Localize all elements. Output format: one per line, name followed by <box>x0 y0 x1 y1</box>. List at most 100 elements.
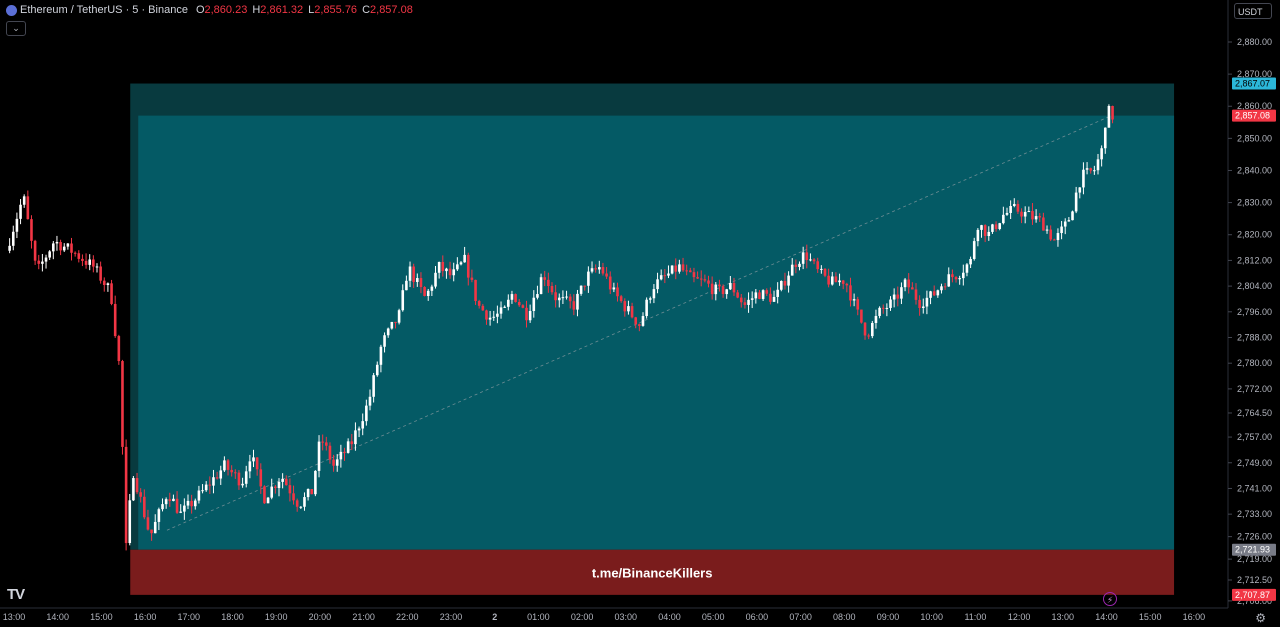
candle-body-172 <box>634 317 638 325</box>
candle-body-296 <box>1085 168 1089 170</box>
candle-body-158 <box>583 285 587 287</box>
candle-body-237 <box>871 322 874 337</box>
candle-body-228 <box>838 280 841 283</box>
candle-body-143 <box>528 311 532 321</box>
candle-body-275 <box>1009 206 1012 213</box>
candle-body-263 <box>965 264 969 273</box>
candle-body-84 <box>314 470 317 495</box>
target-zone-inner <box>138 115 1175 550</box>
candle-body-171 <box>630 306 634 318</box>
ohlc-close: 2,857.08 <box>370 4 413 16</box>
gear-icon[interactable]: ⚙ <box>1255 611 1266 625</box>
y-tick-label-19: 2,719.00 <box>1237 554 1272 564</box>
candle-body-264 <box>969 258 972 265</box>
candle-body-266 <box>976 229 980 242</box>
candle-body-4 <box>22 196 26 205</box>
y-tick-label-7: 2,812.00 <box>1237 255 1272 265</box>
candle-body-217 <box>798 263 801 267</box>
x-tick-label-0: 13:00 <box>3 612 26 622</box>
candle-body-249 <box>914 289 918 300</box>
y-tick-label-2: 2,860.00 <box>1237 101 1272 111</box>
symbol-title[interactable]: Ethereum / TetherUS · 5 · Binance <box>20 4 188 16</box>
candle-body-139 <box>514 294 517 302</box>
x-tick-label-23: 12:00 <box>1008 612 1031 622</box>
candle-body-253 <box>929 291 932 298</box>
candle-body-300 <box>1100 148 1103 160</box>
candle-body-52 <box>197 490 201 501</box>
candle-body-18 <box>73 252 77 254</box>
candle-body-44 <box>168 499 172 502</box>
candle-body-73 <box>274 486 277 488</box>
candle-body-199 <box>732 283 736 293</box>
candle-body-262 <box>962 272 965 279</box>
candle-body-297 <box>1089 168 1093 171</box>
candle-body-176 <box>648 298 652 300</box>
x-tick-label-24: 13:00 <box>1052 612 1075 622</box>
x-tick-label-27: 16:00 <box>1183 612 1206 622</box>
x-tick-label-22: 11:00 <box>964 612 986 622</box>
candle-body-56 <box>212 477 215 486</box>
candle-body-41 <box>157 509 161 522</box>
candle-body-123 <box>456 264 459 270</box>
ohlc-high: 2,861.32 <box>260 4 304 16</box>
currency-selector[interactable]: USDT <box>1234 3 1272 19</box>
candle-body-117 <box>434 272 437 287</box>
candle-body-184 <box>678 264 681 272</box>
candle-body-220 <box>809 259 812 261</box>
y-tick-label-10: 2,788.00 <box>1237 332 1272 342</box>
candle-body-156 <box>576 293 579 310</box>
candle-body-100 <box>372 375 375 397</box>
candle-body-109 <box>405 280 408 291</box>
candle-body-12 <box>52 243 55 252</box>
candle-body-188 <box>692 272 696 278</box>
candle-body-192 <box>707 280 710 284</box>
candle-body-69 <box>259 469 263 487</box>
candle-body-205 <box>754 292 758 299</box>
candle-body-37 <box>143 496 146 518</box>
y-tick-label-18: 2,726.00 <box>1237 532 1272 542</box>
candle-body-265 <box>972 241 976 259</box>
candle-body-2 <box>15 218 19 232</box>
candle-body-57 <box>215 477 219 479</box>
candle-body-127 <box>470 277 474 280</box>
x-tick-label-18: 07:00 <box>789 612 812 622</box>
candle-body-24 <box>95 266 99 268</box>
tradingview-logo-icon[interactable]: TV <box>7 586 25 603</box>
candle-body-229 <box>841 280 845 284</box>
y-tick-label-8: 2,804.00 <box>1237 281 1272 291</box>
candle-body-50 <box>190 500 193 507</box>
candle-body-102 <box>379 346 383 365</box>
candle-body-212 <box>780 280 783 290</box>
candle-body-148 <box>547 279 550 286</box>
candle-body-80 <box>299 506 303 508</box>
watermark-text: t.me/BinanceKillers <box>592 565 713 580</box>
ohlc-close-label: C <box>362 4 371 16</box>
candle-body-11 <box>48 251 51 258</box>
candle-body-227 <box>834 276 838 283</box>
candle-body-285 <box>1045 229 1049 231</box>
candle-body-6 <box>30 219 33 241</box>
candle-body-238 <box>874 315 878 323</box>
candle-body-280 <box>1027 211 1031 213</box>
ohlc-high-label: H <box>252 4 261 16</box>
candle-body-76 <box>284 478 288 486</box>
y-tick-label-17: 2,733.00 <box>1237 509 1272 519</box>
y-tick-label-20: 2,712.50 <box>1237 575 1272 585</box>
chevron-down-icon[interactable]: ⌄ <box>6 21 26 36</box>
candle-body-36 <box>139 492 142 497</box>
candle-body-157 <box>579 285 583 294</box>
candle-body-137 <box>507 299 510 307</box>
candle-body-288 <box>1056 233 1060 241</box>
candle-body-68 <box>255 457 259 470</box>
candle-body-1 <box>11 231 15 246</box>
lightning-icon[interactable]: ⚡ <box>1103 592 1117 606</box>
candle-body-190 <box>699 278 703 280</box>
candle-body-105 <box>390 321 394 329</box>
candle-body-145 <box>536 294 539 298</box>
candle-body-34 <box>132 478 135 501</box>
candle-body-182 <box>670 265 674 274</box>
candle-body-252 <box>925 297 929 307</box>
candle-body-273 <box>1002 214 1005 224</box>
candle-body-70 <box>263 486 266 504</box>
